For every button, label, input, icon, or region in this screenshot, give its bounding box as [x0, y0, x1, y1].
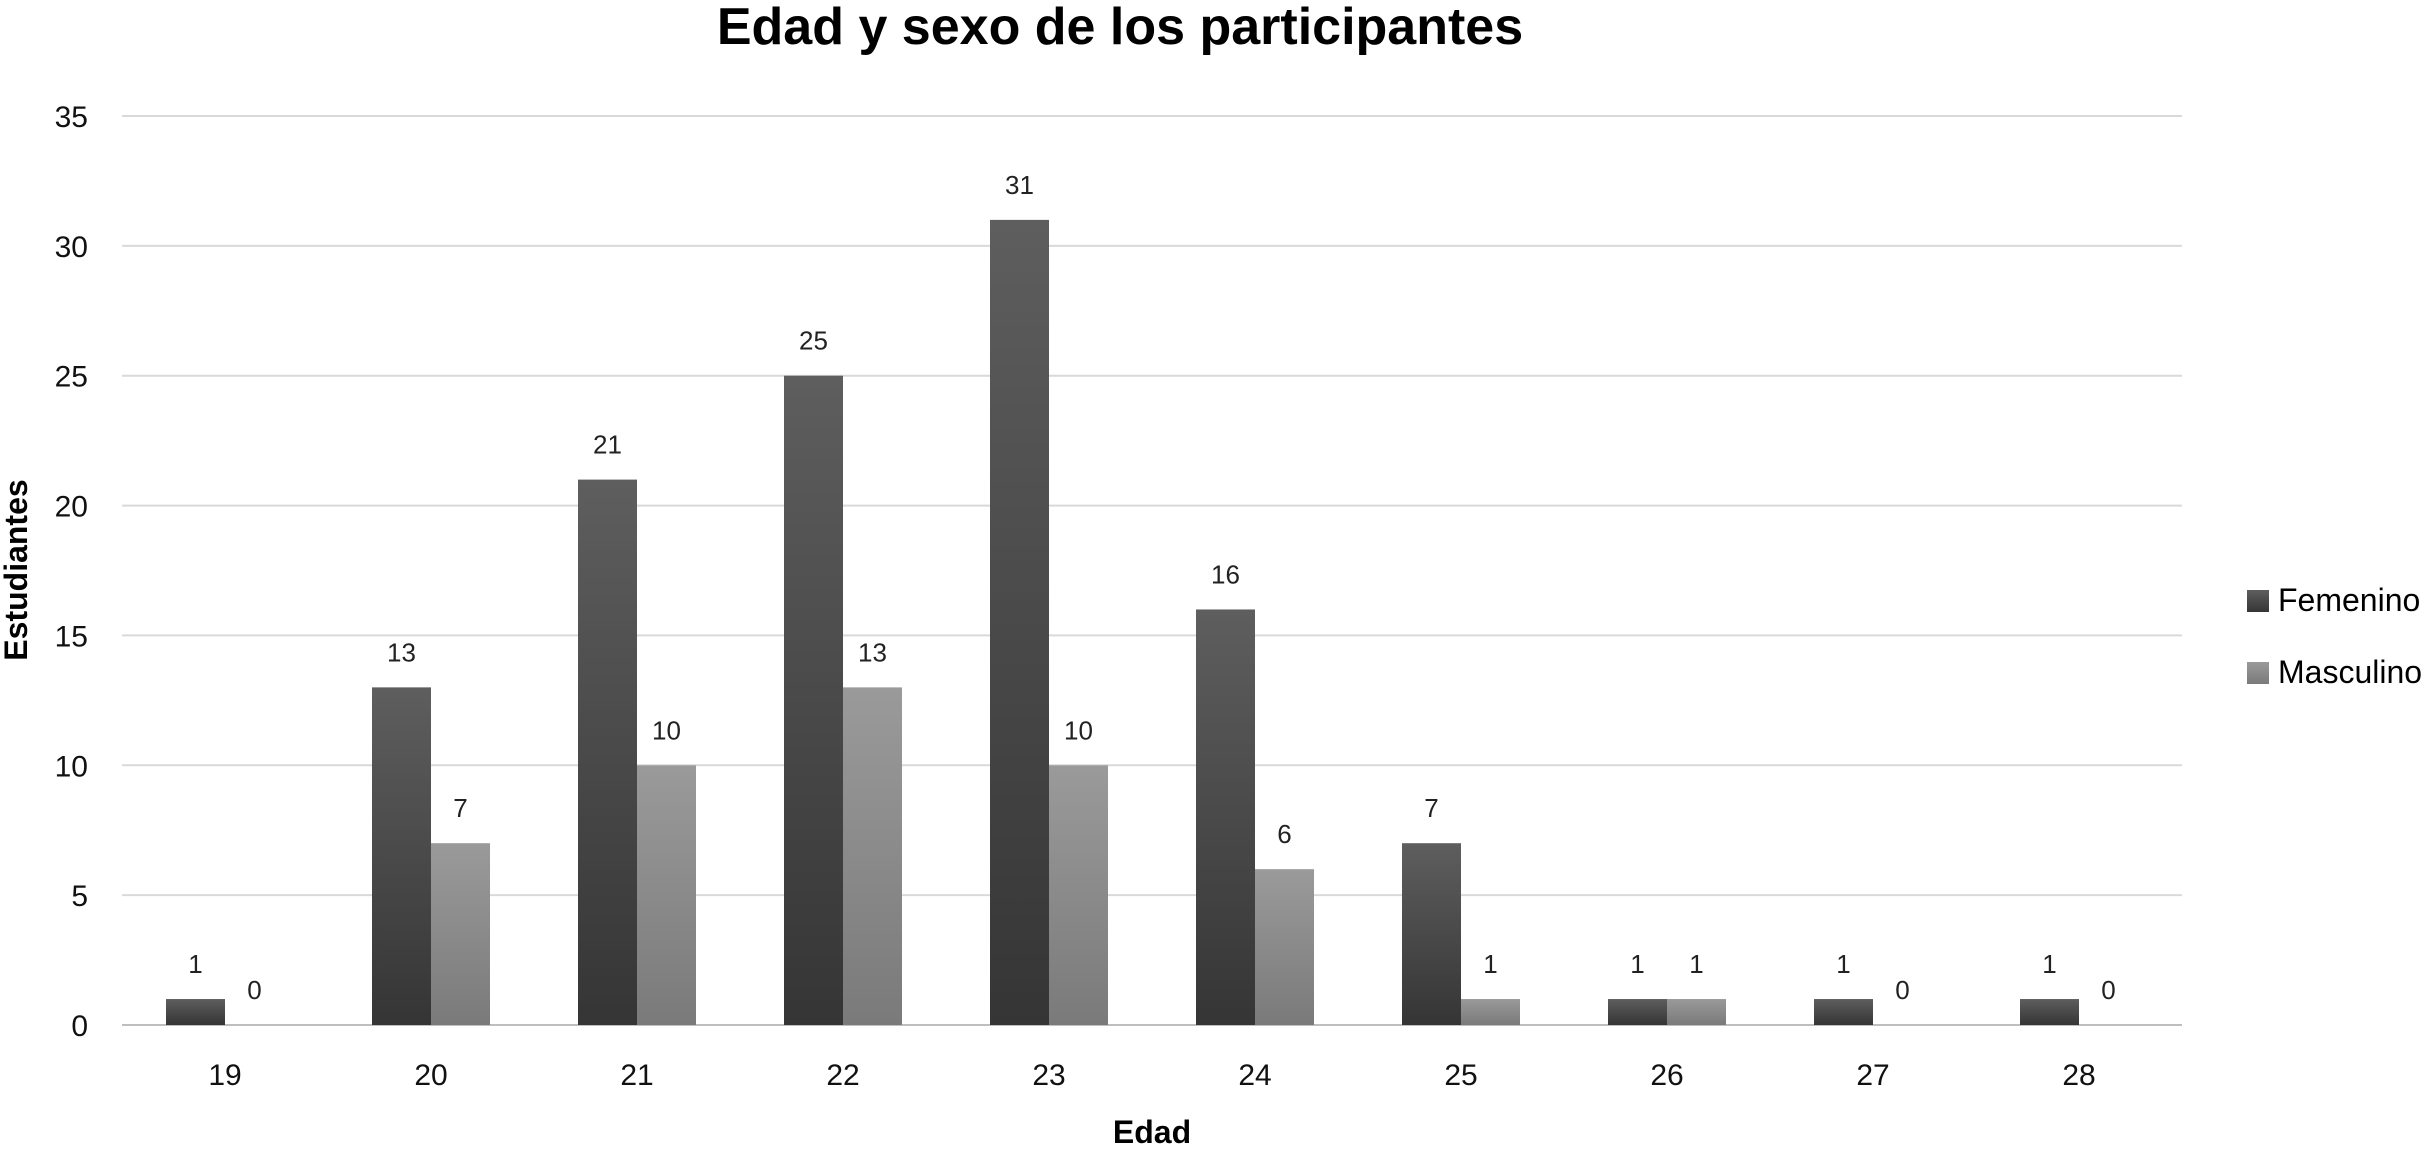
data-label: 10 [1064, 715, 1093, 745]
y-tick-label: 5 [71, 880, 88, 913]
bar-femenino-27 [1814, 999, 1873, 1025]
bar-masculino-20 [431, 843, 490, 1025]
bars [166, 219, 2079, 1026]
x-tick-label: 28 [2062, 1059, 2095, 1092]
data-label: 1 [1630, 949, 1644, 979]
bar-femenino-19 [166, 999, 225, 1025]
y-tick-label: 30 [55, 231, 88, 264]
bar-femenino-20 [372, 687, 431, 1025]
data-label: 1 [188, 949, 202, 979]
bar-femenino-21 [578, 479, 637, 1026]
chart-title: Edad y sexo de los participantes [717, 0, 1523, 56]
y-tick-label: 35 [55, 101, 88, 134]
legend-swatch-masculino [2247, 662, 2269, 684]
x-tick-label: 27 [1856, 1059, 1889, 1092]
data-label: 0 [2101, 975, 2115, 1005]
data-label: 7 [1424, 793, 1438, 823]
legend-label-femenino: Femenino [2278, 582, 2420, 618]
data-label: 1 [2042, 949, 2056, 979]
bar-femenino-26 [1608, 999, 1667, 1025]
x-tick-label: 25 [1444, 1059, 1477, 1092]
x-tick-label: 24 [1238, 1059, 1271, 1092]
x-tick-label: 22 [826, 1059, 859, 1092]
data-label: 0 [247, 975, 261, 1005]
data-label: 13 [858, 637, 887, 667]
bar-femenino-25 [1402, 843, 1461, 1025]
data-label: 7 [453, 793, 467, 823]
data-label: 25 [799, 326, 828, 356]
data-label: 31 [1005, 170, 1034, 200]
x-axis-title: Edad [1113, 1114, 1191, 1149]
bar-femenino-24 [1196, 609, 1255, 1025]
legend-label-masculino: Masculino [2278, 654, 2422, 690]
y-axis-title: Estudiantes [0, 479, 34, 660]
bar-masculino-24 [1255, 869, 1314, 1025]
bar-masculino-26 [1667, 999, 1726, 1025]
y-tick-label: 0 [71, 1010, 88, 1043]
bar-masculino-25 [1461, 999, 1520, 1025]
x-tick-label: 21 [620, 1059, 653, 1092]
bar-femenino-23 [990, 219, 1049, 1025]
y-axis-ticks: 0 5 10 15 20 25 30 35 [55, 101, 88, 1043]
data-label: 0 [1895, 975, 1909, 1005]
data-label: 1 [1836, 949, 1850, 979]
bar-masculino-21 [637, 765, 696, 1025]
data-label: 16 [1211, 559, 1240, 589]
x-tick-label: 19 [208, 1059, 241, 1092]
data-label: 21 [593, 430, 622, 460]
data-label: 6 [1277, 819, 1291, 849]
bar-femenino-22 [784, 375, 843, 1025]
y-tick-label: 10 [55, 750, 88, 783]
legend-swatch-femenino [2247, 590, 2269, 612]
bar-masculino-23 [1049, 765, 1108, 1025]
x-tick-label: 23 [1032, 1059, 1065, 1092]
y-tick-label: 20 [55, 491, 88, 524]
x-tick-label: 26 [1650, 1059, 1683, 1092]
bar-femenino-28 [2020, 999, 2079, 1025]
legend: Femenino Masculino [2247, 582, 2422, 690]
x-axis-ticks: 19 20 21 22 23 24 25 26 27 28 [208, 1059, 2095, 1092]
data-label: 10 [652, 715, 681, 745]
data-label: 1 [1483, 949, 1497, 979]
bar-masculino-22 [843, 687, 902, 1025]
y-tick-label: 15 [55, 620, 88, 653]
x-tick-label: 20 [414, 1059, 447, 1092]
y-tick-label: 25 [55, 361, 88, 394]
data-label: 1 [1689, 949, 1703, 979]
data-label: 13 [387, 637, 416, 667]
